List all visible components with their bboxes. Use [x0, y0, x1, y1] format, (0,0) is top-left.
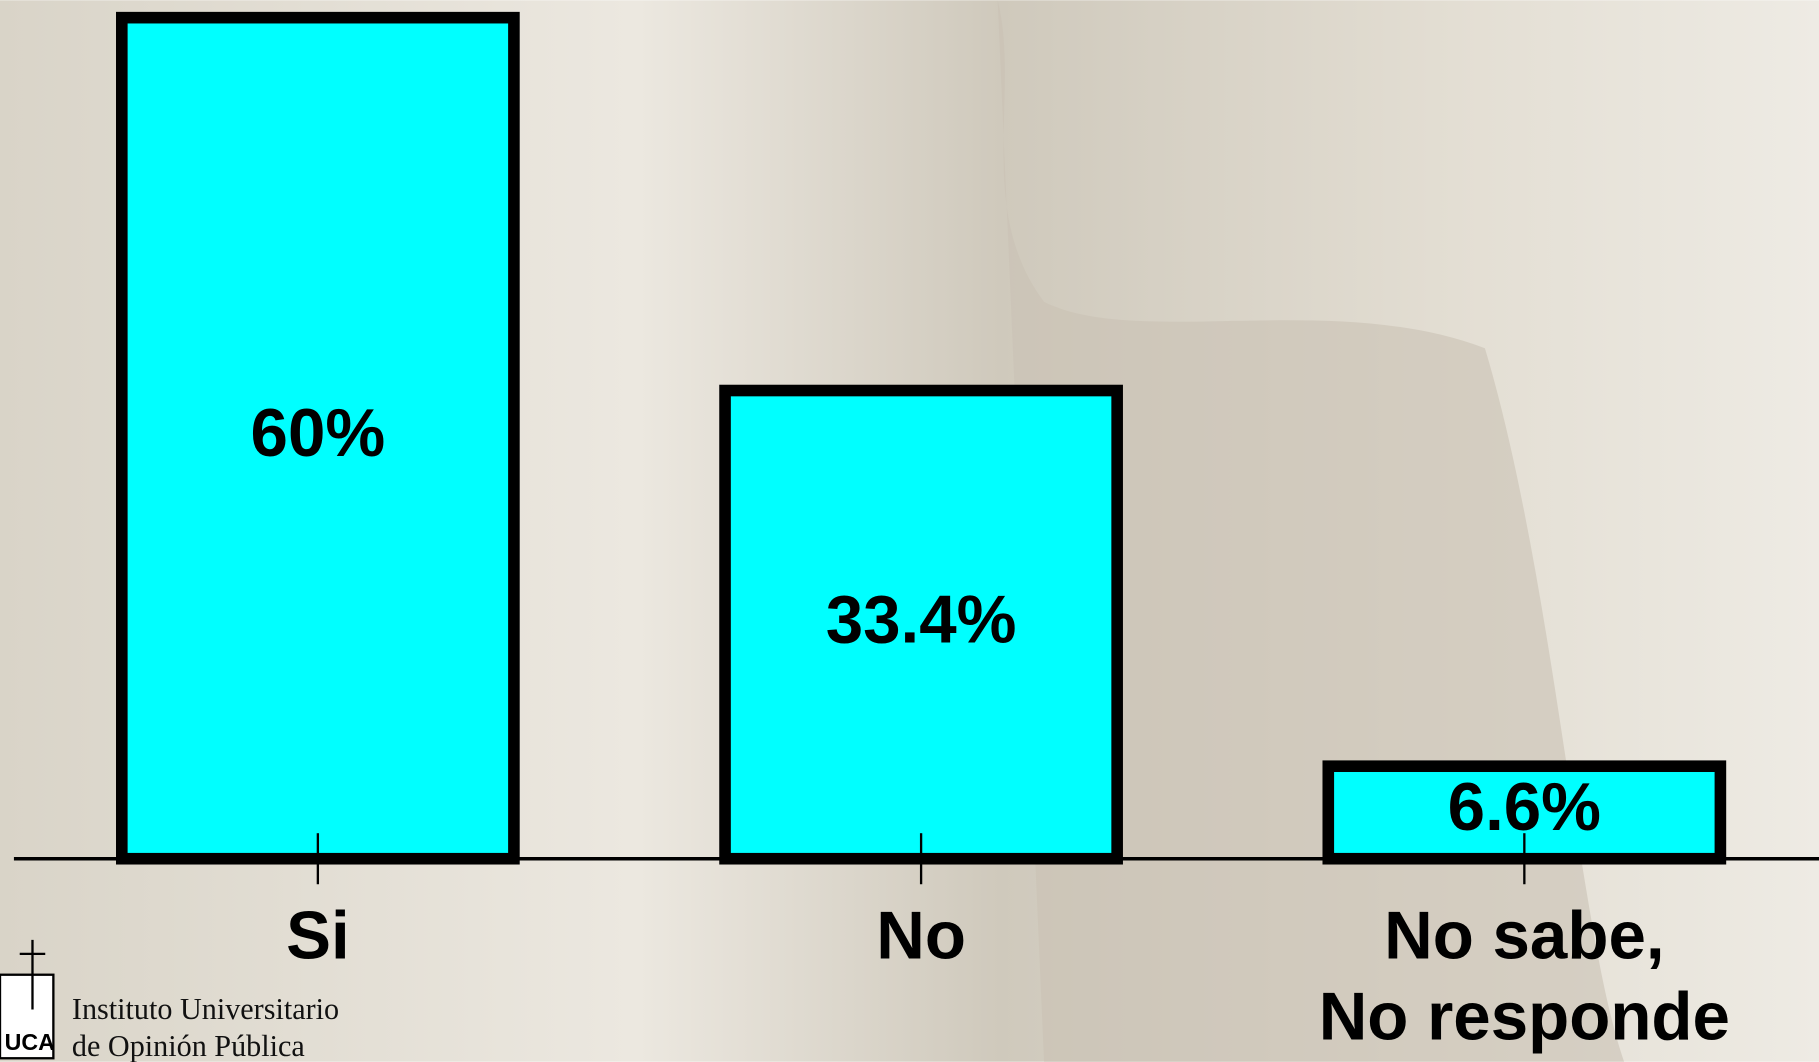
logo-mark: UCA — [5, 1029, 55, 1055]
x-tick-label-box: Si — [286, 898, 350, 974]
x-tick-label-box: No — [876, 898, 966, 974]
x-tick-label: Si — [286, 898, 350, 974]
value-label: 60% — [251, 396, 386, 471]
x-tick-label-box: No sabe, No responde — [1318, 898, 1730, 1055]
x-tick-label: No sabe, No responde — [1318, 898, 1730, 1055]
logo-box — [0, 973, 55, 1060]
logo-text: Instituto Universitario — [72, 992, 339, 1026]
x-tick-label: No — [876, 898, 966, 974]
value-label: 33.4% — [826, 582, 1017, 657]
logo-text: de Opinión Pública — [72, 1029, 305, 1062]
bar — [719, 384, 1123, 865]
value-label: 6.6% — [1448, 770, 1601, 845]
bars: 60% Si 33.4% No 6.6% No sabe, No responde — [116, 11, 1730, 1055]
bar — [116, 11, 520, 865]
logo: UCA Instituto Universitario de Opinión P… — [0, 939, 339, 1062]
